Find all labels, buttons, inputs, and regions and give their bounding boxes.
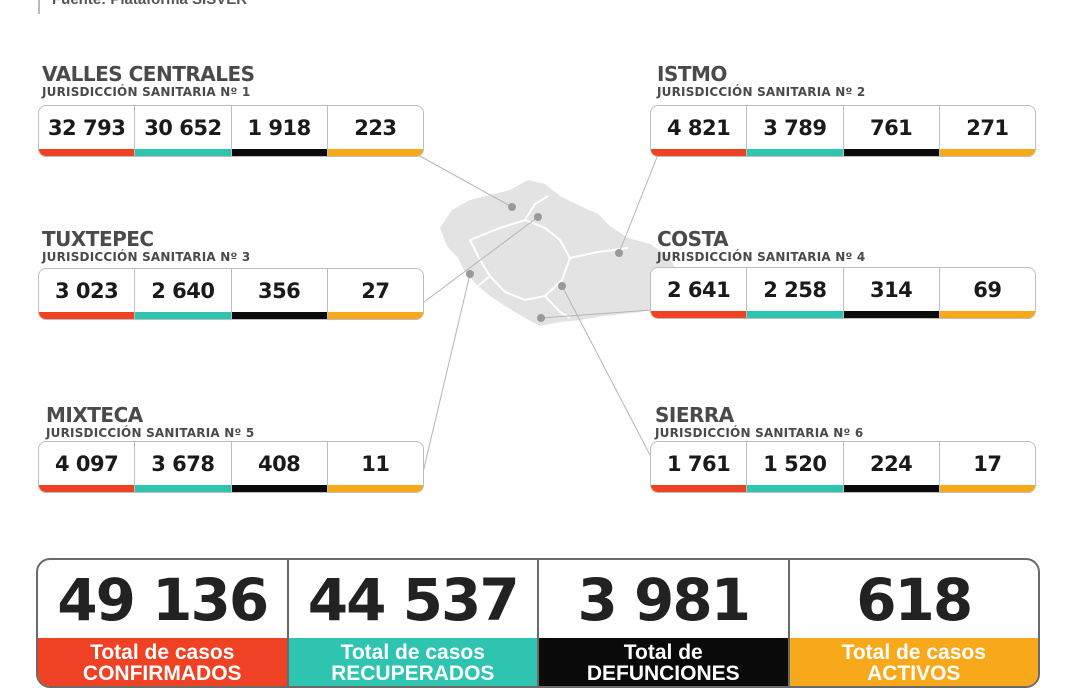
region-costa: COSTA JURISDICCIÓN SANITARIA Nº 4 xyxy=(657,228,865,264)
defunciones-value: 408 xyxy=(230,442,327,492)
region-mixteca: MIXTECA JURISDICCIÓN SANITARIA Nº 5 xyxy=(46,404,254,440)
region-jurisdiction: JURISDICCIÓN SANITARIA Nº 3 xyxy=(42,250,251,264)
source-label: Fuente: Plataforma SISVER xyxy=(38,0,312,14)
stats-box-sierra: 1 761 1 520 224 17 xyxy=(650,441,1036,493)
confirmados-value: 4 097 xyxy=(39,442,135,492)
total-recuperados-value: 44 537 xyxy=(307,566,520,634)
activos-value: 271 xyxy=(938,106,1035,156)
total-defunciones: 3 981 Total de DEFUNCIONES xyxy=(537,560,788,686)
defunciones-value: 314 xyxy=(842,268,939,318)
total-activos-label: Total de casos ACTIVOS xyxy=(789,638,1038,686)
state-silhouette xyxy=(440,180,678,326)
recuperados-value: 3 789 xyxy=(746,106,843,156)
recuperados-value: 3 678 xyxy=(134,442,231,492)
stats-box-tuxtepec: 3 023 2 640 356 27 xyxy=(38,268,424,320)
confirmados-value: 2 641 xyxy=(651,268,747,318)
stats-box-valles-centrales: 32 793 30 652 1 918 223 xyxy=(38,105,424,157)
total-activos-value: 618 xyxy=(856,566,973,634)
activos-value: 223 xyxy=(326,106,423,156)
defunciones-value: 356 xyxy=(230,269,327,319)
total-defunciones-value: 3 981 xyxy=(577,566,751,634)
confirmados-value: 4 821 xyxy=(651,106,747,156)
region-jurisdiction: JURISDICCIÓN SANITARIA Nº 1 xyxy=(42,85,251,99)
defunciones-value: 1 918 xyxy=(230,106,327,156)
recuperados-value: 30 652 xyxy=(134,106,231,156)
region-valles-centrales: VALLES CENTRALES JURISDICCIÓN SANITARIA … xyxy=(42,63,255,99)
region-name: TUXTEPEC xyxy=(42,227,154,251)
total-recuperados-label: Total de casos RECUPERADOS xyxy=(288,638,537,686)
map-markers xyxy=(466,203,623,322)
region-jurisdiction: JURISDICCIÓN SANITARIA Nº 2 xyxy=(657,85,866,99)
activos-value: 69 xyxy=(938,268,1035,318)
region-istmo: ISTMO JURISDICCIÓN SANITARIA Nº 2 xyxy=(657,63,865,99)
recuperados-value: 1 520 xyxy=(746,442,843,492)
leader-lines xyxy=(417,154,658,486)
region-name: COSTA xyxy=(657,227,729,251)
stats-box-costa: 2 641 2 258 314 69 xyxy=(650,267,1036,319)
total-confirmados: 49 136 Total de casos CONFIRMADOS xyxy=(38,560,287,686)
region-jurisdiction: JURISDICCIÓN SANITARIA Nº 4 xyxy=(657,250,866,264)
region-sierra: SIERRA JURISDICCIÓN SANITARIA Nº 6 xyxy=(655,404,863,440)
total-confirmados-label: Total de casos CONFIRMADOS xyxy=(38,638,287,686)
total-defunciones-label: Total de DEFUNCIONES xyxy=(539,638,788,686)
activos-value: 11 xyxy=(326,442,423,492)
region-name: SIERRA xyxy=(655,403,734,427)
confirmados-value: 32 793 xyxy=(39,106,135,156)
region-name: VALLES CENTRALES xyxy=(42,62,255,86)
total-confirmados-value: 49 136 xyxy=(57,566,269,634)
confirmados-value: 1 761 xyxy=(651,442,747,492)
recuperados-value: 2 640 xyxy=(134,269,231,319)
confirmados-value: 3 023 xyxy=(39,269,135,319)
stats-box-mixteca: 4 097 3 678 408 11 xyxy=(38,441,424,493)
region-tuxtepec: TUXTEPEC JURISDICCIÓN SANITARIA Nº 3 xyxy=(42,228,250,264)
activos-value: 27 xyxy=(326,269,423,319)
region-jurisdiction: JURISDICCIÓN SANITARIA Nº 6 xyxy=(655,426,864,440)
defunciones-value: 224 xyxy=(842,442,939,492)
stats-box-istmo: 4 821 3 789 761 271 xyxy=(650,105,1036,157)
region-name: MIXTECA xyxy=(46,403,143,427)
total-recuperados: 44 537 Total de casos RECUPERADOS xyxy=(286,560,537,686)
total-activos: 618 Total de casos ACTIVOS xyxy=(787,560,1038,686)
activos-value: 17 xyxy=(938,442,1035,492)
totals-summary: 49 136 Total de casos CONFIRMADOS 44 537 … xyxy=(36,558,1040,688)
region-jurisdiction: JURISDICCIÓN SANITARIA Nº 5 xyxy=(46,426,255,440)
defunciones-value: 761 xyxy=(842,106,939,156)
recuperados-value: 2 258 xyxy=(746,268,843,318)
region-name: ISTMO xyxy=(657,62,727,86)
